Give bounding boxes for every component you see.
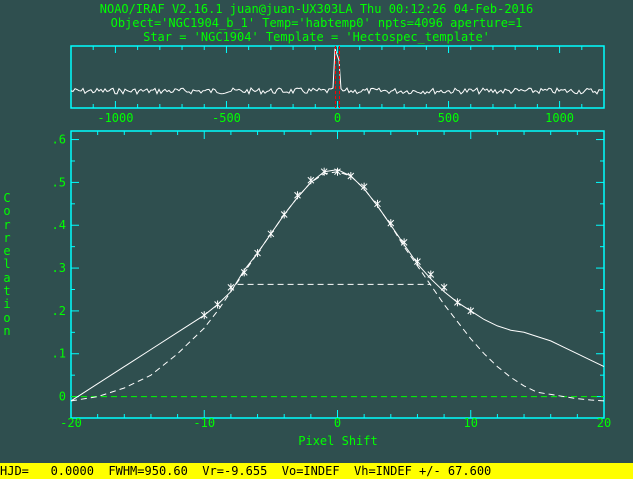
header-line-3: Star = 'NGC1904' Template = 'Hectospec_t… <box>143 30 490 44</box>
fit-point-marker <box>414 257 421 266</box>
fit-point-marker <box>467 306 475 315</box>
fit-point-marker <box>200 311 208 320</box>
x-axis-label: Pixel Shift <box>298 434 377 448</box>
y-axis-label-char: l <box>3 257 11 272</box>
top-panel-axis: -1000 -500 0 500 1000 <box>70 46 605 125</box>
y-axis-label-char: o <box>3 310 11 325</box>
y-axis-label-char: o <box>3 204 11 219</box>
x-tick-label: 0 <box>334 416 341 430</box>
y-axis-label-char: a <box>3 270 11 285</box>
x-tick-label: -10 <box>193 416 215 430</box>
y-axis-label-char: r <box>3 217 11 232</box>
y-tick-label: 0 <box>59 390 66 404</box>
y-axis-label-char: C <box>3 191 11 205</box>
y-tick-label: .5 <box>52 175 66 189</box>
x-tick-label: 10 <box>464 416 478 430</box>
top-tick-label: -1000 <box>97 111 133 125</box>
x-tick-label: -20 <box>60 416 82 430</box>
fit-point-marker <box>320 167 328 176</box>
fit-point-marker <box>307 176 315 185</box>
x-tick-label: 20 <box>597 416 611 430</box>
header-line-1: NOAO/IRAF V2.16.1 juan@juan-UX303LA Thu … <box>99 2 534 16</box>
top-panel-marker <box>335 46 340 108</box>
fit-point-marker <box>214 300 221 309</box>
y-axis-label-char: i <box>3 297 11 312</box>
fit-point-marker <box>454 298 461 307</box>
fit-point-marker <box>427 270 435 279</box>
fit-point-marker <box>440 283 448 292</box>
fit-point-marker <box>294 191 301 200</box>
y-tick-label: .6 <box>52 133 66 147</box>
fit-curve <box>70 171 605 402</box>
top-tick-label: -500 <box>212 111 241 125</box>
y-tick-label: .1 <box>52 347 66 361</box>
correlation-curves <box>70 167 605 402</box>
top-tick-label: 500 <box>438 111 460 125</box>
top-tick-label: 0 <box>334 111 341 125</box>
fit-point-marker <box>240 268 248 277</box>
y-tick-label: .2 <box>52 304 66 318</box>
y-axis-label-char: n <box>3 323 11 338</box>
y-axis-label-char: r <box>3 230 11 245</box>
y-tick-label: .4 <box>52 218 66 232</box>
main-panel-axes: -20 -10 0 10 20 0 .1 .2 .3 .4 .5 .6 <box>52 131 611 430</box>
fit-point-marker <box>347 171 355 180</box>
y-axis-label-char: e <box>3 244 11 259</box>
fit-point-marker <box>387 219 395 228</box>
fit-point-marker <box>280 210 288 219</box>
fit-point-marker <box>254 249 261 258</box>
fit-point-marker <box>360 182 368 191</box>
fit-point-marker <box>374 199 381 208</box>
y-tick-label: .3 <box>52 261 66 275</box>
top-tick-label: 1000 <box>545 111 574 125</box>
header-line-2: Object='NGC1904_b_1' Temp='habtemp0' npt… <box>110 16 523 30</box>
fit-point-marker <box>334 167 341 176</box>
fit-point-marker <box>227 283 235 292</box>
fit-point-marker <box>267 229 275 238</box>
y-axis-label-char: t <box>3 284 11 299</box>
correlation-curve <box>70 169 605 402</box>
top-panel-trace <box>70 48 604 96</box>
status-bar: HJD= 0.0000 FWHM=950.60 Vr=-9.655 Vo=IND… <box>0 463 633 479</box>
fit-point-marker <box>400 238 408 247</box>
